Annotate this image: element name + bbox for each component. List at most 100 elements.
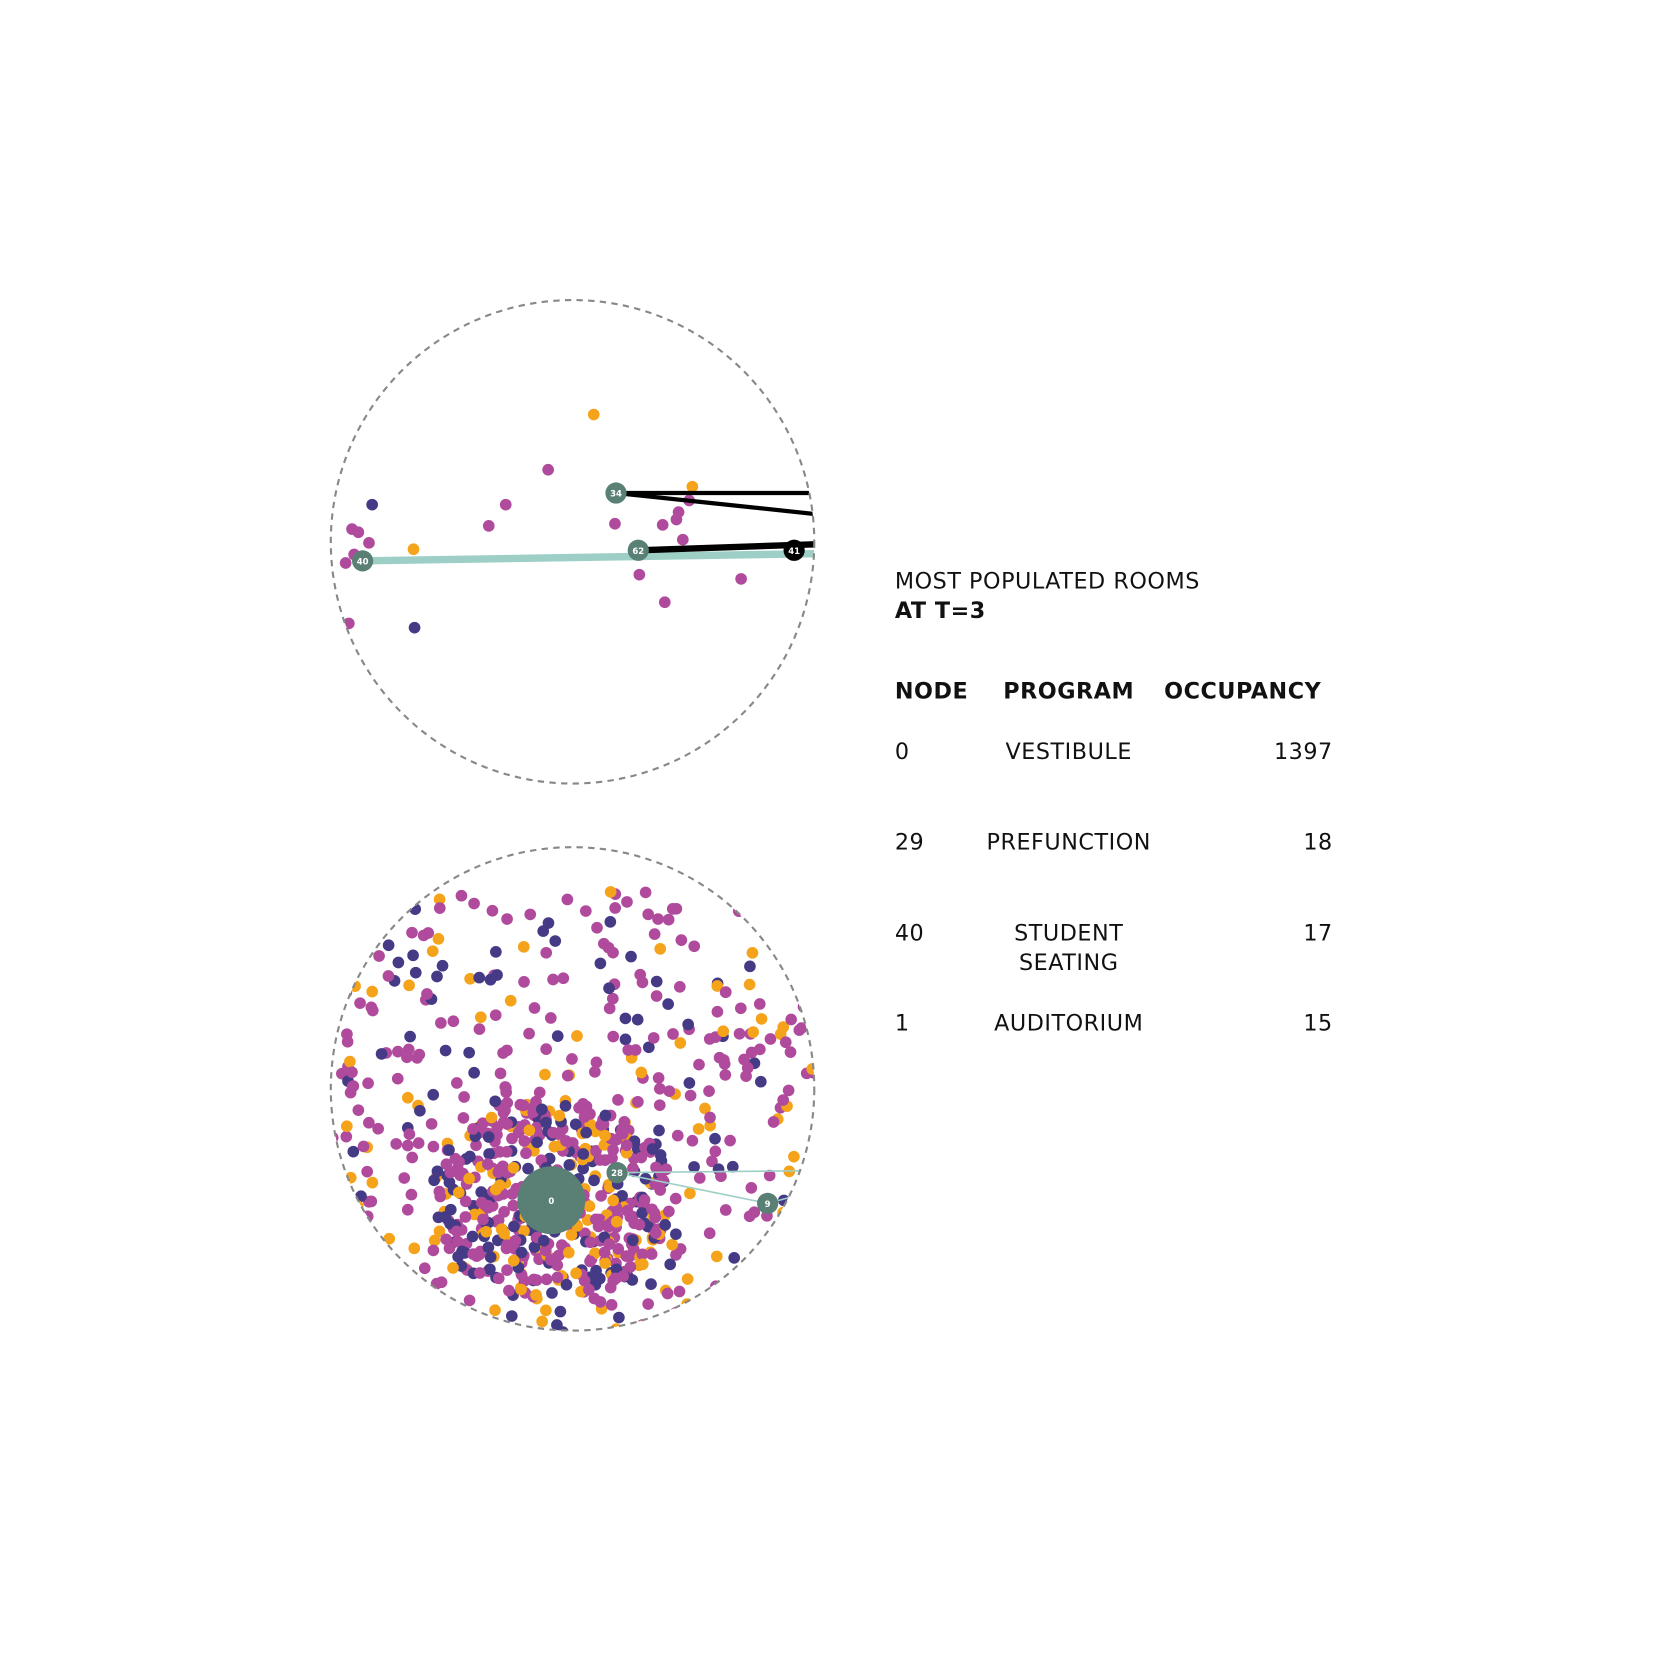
agent-dot	[427, 1088, 440, 1101]
agent-dot	[412, 1137, 425, 1149]
agent-dot	[551, 1030, 564, 1042]
column-header: NODE	[894, 678, 969, 705]
agent-dot	[621, 1204, 634, 1217]
agent-dot	[398, 1172, 411, 1184]
agent-dot	[453, 1155, 465, 1168]
agent-dot	[330, 1216, 343, 1228]
agent-dot	[459, 1211, 472, 1223]
agent-dot	[366, 498, 378, 511]
agent-dot	[635, 1066, 648, 1079]
agent-dot	[806, 1320, 815, 1331]
edge	[616, 1171, 768, 1205]
agent-dot	[778, 884, 790, 897]
agent-dot	[767, 1116, 780, 1128]
agent-dot	[803, 957, 815, 970]
agent-dot	[669, 1192, 682, 1205]
agent-dot	[782, 1084, 795, 1097]
agent-dot	[642, 908, 655, 921]
agent-dot	[775, 1301, 788, 1314]
agent-dot	[591, 921, 603, 934]
agent-dot	[638, 1194, 651, 1206]
node	[627, 539, 649, 561]
agent-dot	[637, 1322, 650, 1331]
agent-dot	[433, 893, 446, 906]
agent-dot	[406, 926, 418, 939]
agent-dot	[604, 886, 617, 898]
agent-dot	[484, 973, 497, 986]
agent-dot	[373, 950, 385, 962]
agent-dot	[533, 1086, 546, 1099]
agent-dot	[443, 1242, 456, 1255]
agent-dot	[406, 1151, 419, 1164]
agent-dot	[407, 543, 420, 556]
agent-dot	[603, 1238, 616, 1250]
agent-dot	[606, 992, 619, 1005]
agent-dot	[632, 1095, 644, 1108]
agent-dot	[494, 1067, 507, 1080]
agent-dot	[330, 945, 338, 958]
agent-dot	[489, 1009, 502, 1022]
cell: 1	[894, 1010, 910, 1036]
agent-dot	[470, 1139, 482, 1152]
agent-dot	[796, 1231, 809, 1244]
agent-dot	[468, 1066, 480, 1079]
agent-dot	[391, 1072, 404, 1085]
agent-dot	[540, 1304, 552, 1317]
agent-dot	[352, 1104, 365, 1116]
agent-dot	[332, 1274, 345, 1287]
agent-dot	[636, 1258, 649, 1271]
node	[352, 550, 374, 572]
agent-dot	[660, 1163, 673, 1176]
column-header: PROGRAM	[1003, 678, 1135, 705]
agent-dot	[593, 1272, 606, 1285]
agent-dot	[391, 1291, 404, 1304]
agent-dot	[636, 1248, 649, 1261]
agent-dot	[392, 956, 405, 969]
agent-dot	[334, 1254, 346, 1267]
cell: 15	[1303, 1010, 1333, 1036]
agent-dot	[616, 1123, 629, 1136]
agent-dot	[711, 980, 724, 992]
agent-dot	[544, 1012, 557, 1024]
agent-dot	[463, 1294, 476, 1307]
agent-dot	[540, 1273, 553, 1286]
agent-dot	[723, 887, 736, 900]
agent-dot	[403, 1128, 416, 1141]
agent-dot	[439, 1044, 452, 1057]
agent-dot	[683, 1077, 696, 1089]
agent-dot	[595, 1190, 607, 1202]
agent-dot	[357, 1140, 370, 1153]
agent-dot	[520, 1147, 532, 1160]
agent-dot	[403, 979, 415, 992]
agent-dot	[717, 1054, 730, 1066]
agent-dot	[806, 924, 815, 936]
cell: 18	[1303, 829, 1333, 855]
edge	[617, 1169, 815, 1174]
agent-dot	[466, 1230, 479, 1243]
agent-dot	[580, 1126, 593, 1139]
agent-dot	[426, 945, 439, 957]
agent-dot	[642, 1041, 655, 1054]
agent-dot	[612, 1094, 624, 1106]
agent-dot	[688, 1161, 700, 1173]
agent-dot	[626, 1274, 639, 1286]
agent-dot	[382, 970, 395, 982]
agent-dot	[375, 1048, 388, 1060]
agent-dot	[340, 986, 353, 999]
node-label: 0	[548, 1196, 554, 1206]
agent-dot	[522, 1162, 534, 1175]
agent-dot	[463, 1172, 475, 1185]
agent-dot	[540, 1116, 552, 1129]
agent-dot	[599, 1109, 612, 1122]
agent-dot	[489, 1183, 502, 1196]
agent-dot	[779, 1036, 792, 1049]
agent-dot	[656, 518, 669, 531]
agent-dot	[557, 1326, 569, 1331]
agent-dot	[392, 1045, 404, 1058]
agent-dot	[501, 913, 513, 925]
agent-dot	[501, 1264, 513, 1276]
agent-dot	[777, 1094, 789, 1106]
agent-dot	[577, 1148, 590, 1160]
agent-dot	[344, 1055, 356, 1068]
